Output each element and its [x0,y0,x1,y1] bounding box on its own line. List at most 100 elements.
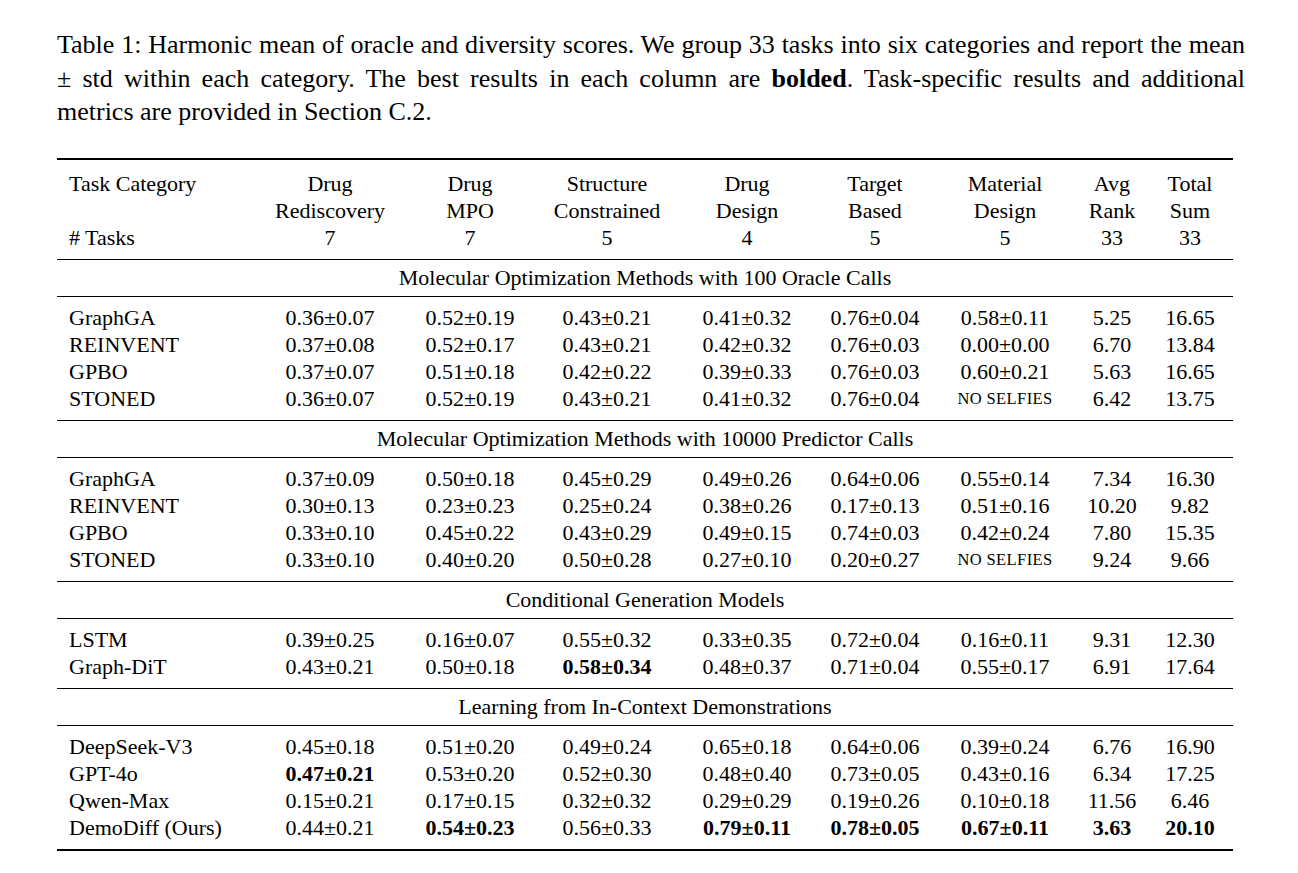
cell: 0.17±0.13 [817,492,933,519]
cell: 0.15±0.21 [257,787,403,814]
cell: 0.37±0.07 [257,358,403,385]
table-row: GPBO 0.33±0.10 0.45±0.22 0.43±0.29 0.49±… [57,519,1233,546]
cell: 6.70 [1077,331,1147,358]
section-conditional-generation: Conditional Generation Models LSTM 0.39±… [57,581,1233,688]
cell: 11.56 [1077,787,1147,814]
task-count: 5 [817,224,933,260]
header-structure-constrained: StructureConstrained [537,159,677,224]
section-title: Molecular Optimization Methods with 1000… [57,420,1233,457]
cell: 16.65 [1147,296,1233,331]
table-row: REINVENT 0.30±0.13 0.23±0.23 0.25±0.24 0… [57,492,1233,519]
table-caption: Table 1: Harmonic mean of oracle and div… [57,28,1245,129]
cell: 0.50±0.28 [537,546,677,582]
cell: 0.42±0.24 [933,519,1077,546]
cell: 0.53±0.20 [403,760,537,787]
cell: 7.34 [1077,457,1147,492]
cell-best: 0.79±0.11 [677,814,817,850]
table-row: Qwen-Max 0.15±0.21 0.17±0.15 0.32±0.32 0… [57,787,1233,814]
cell-best: 20.10 [1147,814,1233,850]
cell: 0.55±0.14 [933,457,1077,492]
cell: 0.38±0.26 [677,492,817,519]
table-row: DeepSeek-V3 0.45±0.18 0.51±0.20 0.49±0.2… [57,725,1233,760]
cell: 0.49±0.15 [677,519,817,546]
section-title: Learning from In-Context Demonstrations [57,688,1233,725]
table-row: STONED 0.36±0.07 0.52±0.19 0.43±0.21 0.4… [57,385,1233,421]
cell: 9.66 [1147,546,1233,582]
header-target-based: TargetBased [817,159,933,224]
row-label: Qwen-Max [57,787,257,814]
cell: 16.30 [1147,457,1233,492]
header-total-sum: TotalSum [1147,159,1233,224]
table-row: GraphGA 0.36±0.07 0.52±0.19 0.43±0.21 0.… [57,296,1233,331]
cell: 0.33±0.35 [677,618,817,653]
header-task-category: Task Category [57,159,257,224]
cell: 0.44±0.21 [257,814,403,850]
cell: 0.71±0.04 [817,653,933,689]
cell: 0.52±0.30 [537,760,677,787]
table-row: REINVENT 0.37±0.08 0.52±0.17 0.43±0.21 0… [57,331,1233,358]
cell: 0.00±0.00 [933,331,1077,358]
cell: 0.16±0.11 [933,618,1077,653]
cell-best: 0.47±0.21 [257,760,403,787]
section-title: Molecular Optimization Methods with 100 … [57,259,1233,296]
task-count: 4 [677,224,817,260]
cell: 0.43±0.21 [537,296,677,331]
header-material-design: MaterialDesign [933,159,1077,224]
row-label: GPBO [57,519,257,546]
cell: 0.40±0.20 [403,546,537,582]
cell: 0.52±0.19 [403,385,537,421]
cell: 0.23±0.23 [403,492,537,519]
table-row: GraphGA 0.37±0.09 0.50±0.18 0.45±0.29 0.… [57,457,1233,492]
cell: 0.37±0.08 [257,331,403,358]
row-label: GraphGA [57,296,257,331]
table-row: STONED 0.33±0.10 0.40±0.20 0.50±0.28 0.2… [57,546,1233,582]
cell: 0.43±0.16 [933,760,1077,787]
cell: 9.82 [1147,492,1233,519]
cell: 0.39±0.25 [257,618,403,653]
row-label: GPT-4o [57,760,257,787]
cell: 0.64±0.06 [817,457,933,492]
cell: 0.41±0.32 [677,385,817,421]
cell: 6.34 [1077,760,1147,787]
paper-page: Table 1: Harmonic mean of oracle and div… [0,0,1298,873]
cell: 0.56±0.33 [537,814,677,850]
cell-best: 0.67±0.11 [933,814,1077,850]
table-row: LSTM 0.39±0.25 0.16±0.07 0.55±0.32 0.33±… [57,618,1233,653]
cell: 6.76 [1077,725,1147,760]
cell: 0.76±0.04 [817,385,933,421]
cell: 0.49±0.26 [677,457,817,492]
cell: 0.43±0.21 [537,331,677,358]
cell: 0.48±0.40 [677,760,817,787]
cell: 0.33±0.10 [257,546,403,582]
cell-best: 0.78±0.05 [817,814,933,850]
table-header: Task Category DrugRediscovery DrugMPO St… [57,159,1233,260]
cell: 6.91 [1077,653,1147,689]
cell: 12.30 [1147,618,1233,653]
cell: 0.43±0.21 [537,385,677,421]
cell: 0.39±0.33 [677,358,817,385]
header-drug-mpo: DrugMPO [403,159,537,224]
task-count: 5 [537,224,677,260]
results-table: Task Category DrugRediscovery DrugMPO St… [57,158,1233,851]
row-label: DeepSeek-V3 [57,725,257,760]
cell-no-selfies: NO SELFIES [933,385,1077,421]
cell-best: 0.54±0.23 [403,814,537,850]
cell: 15.35 [1147,519,1233,546]
cell: 0.45±0.22 [403,519,537,546]
table-row: GPBO 0.37±0.07 0.51±0.18 0.42±0.22 0.39±… [57,358,1233,385]
cell: 0.51±0.20 [403,725,537,760]
cell: 0.55±0.17 [933,653,1077,689]
cell: 0.58±0.11 [933,296,1077,331]
cell: 0.64±0.06 [817,725,933,760]
row-label: Graph-DiT [57,653,257,689]
cell: 9.31 [1077,618,1147,653]
cell: 6.46 [1147,787,1233,814]
cell: 0.51±0.18 [403,358,537,385]
cell: 0.48±0.37 [677,653,817,689]
cell: 17.25 [1147,760,1233,787]
cell: 0.30±0.13 [257,492,403,519]
row-label: GPBO [57,358,257,385]
cell: 0.25±0.24 [537,492,677,519]
cell: 0.36±0.07 [257,385,403,421]
cell: 0.55±0.32 [537,618,677,653]
